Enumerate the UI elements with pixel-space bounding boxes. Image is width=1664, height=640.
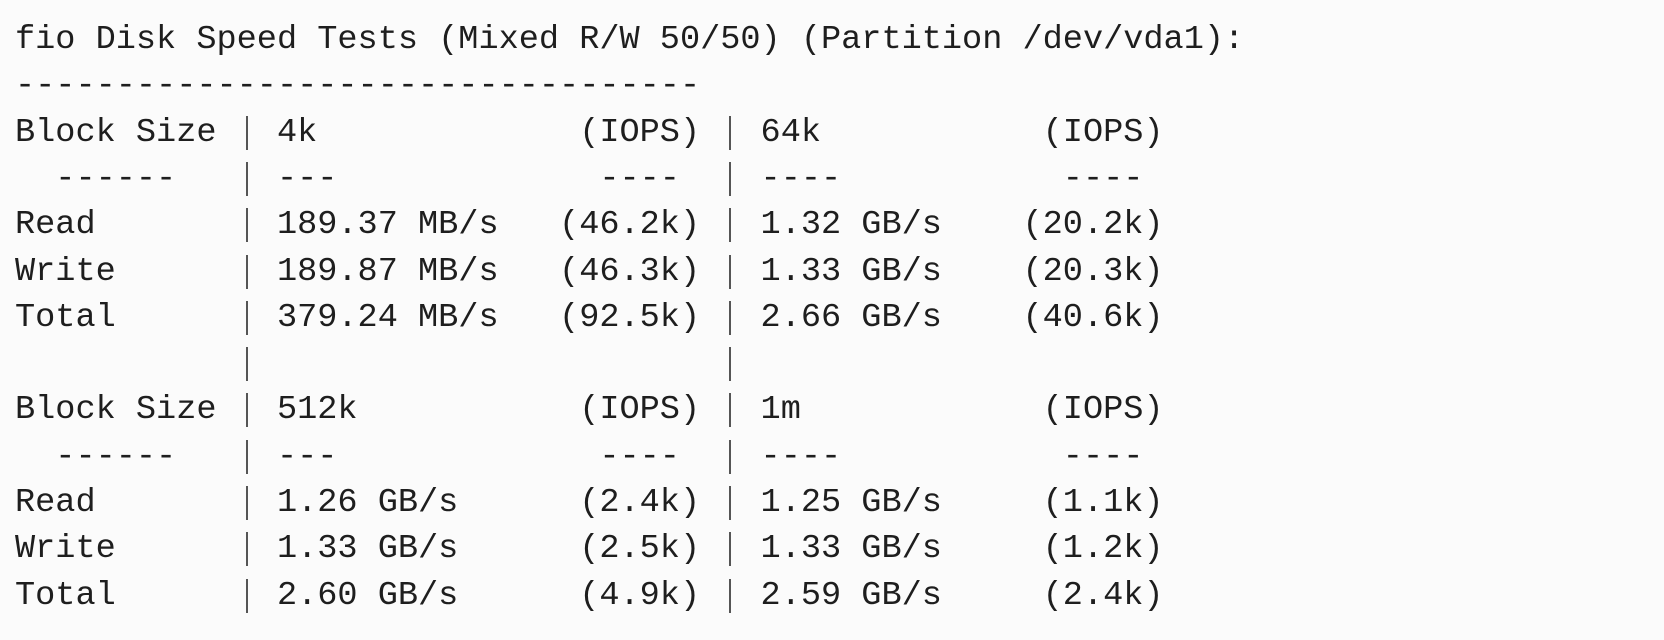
- iops: (46.3k): [559, 252, 701, 291]
- header-underline: ---: [276, 159, 338, 198]
- iops: (1.1k): [1042, 484, 1164, 522]
- header-cell: 512k: [276, 391, 358, 430]
- header-label: Block Size: [15, 391, 217, 430]
- iops: (20.3k): [1022, 252, 1164, 291]
- iops: (1.2k): [1042, 530, 1164, 569]
- title: fio Disk Speed Tests (Mixed R/W 50/50) (…: [15, 21, 1245, 59]
- row-label: Total: [15, 298, 116, 337]
- row-label: Read: [15, 206, 96, 245]
- throughput: 2.66 GB/s: [760, 298, 942, 337]
- column-divider: [729, 439, 732, 474]
- column-divider: [729, 532, 732, 567]
- throughput: 189.87 MB/s: [276, 252, 499, 291]
- column-divider: [729, 300, 732, 335]
- iops: (92.5k): [559, 298, 701, 337]
- throughput: 2.60 GB/s: [276, 576, 459, 615]
- column-divider: [729, 115, 732, 150]
- column-divider: [729, 208, 732, 243]
- iops: (40.6k): [1022, 298, 1164, 337]
- header-underline: ----: [760, 437, 842, 476]
- throughput: 1.26 GB/s: [276, 484, 459, 522]
- throughput: 2.59 GB/s: [760, 576, 942, 615]
- iops: (20.2k): [1022, 206, 1164, 245]
- row-label: Total: [15, 576, 116, 615]
- iops: (4.9k): [579, 576, 701, 615]
- header-cell: 1m: [760, 391, 801, 430]
- header-cell: (IOPS): [1042, 391, 1164, 430]
- iops: (2.4k): [579, 484, 701, 522]
- column-divider: [245, 208, 248, 243]
- header-cell: (IOPS): [1042, 113, 1164, 152]
- column-divider: [729, 393, 732, 428]
- column-divider: [729, 254, 732, 289]
- header-cell: 4k: [276, 113, 318, 152]
- row-label: Write: [15, 530, 116, 569]
- header-underline: ----: [1062, 437, 1144, 476]
- header-cell: 64k: [760, 113, 821, 152]
- throughput: 1.32 GB/s: [760, 206, 942, 245]
- column-divider: [729, 161, 732, 196]
- header-underline: ---: [276, 437, 338, 476]
- column-divider: [245, 486, 248, 520]
- throughput: 189.37 MB/s: [276, 206, 499, 245]
- header-underline: ------: [55, 437, 177, 476]
- iops: (2.5k): [579, 530, 701, 569]
- column-divider: [245, 393, 248, 428]
- header-underline: ----: [599, 159, 680, 198]
- header-underline: ----: [1062, 159, 1144, 198]
- header-underline: ----: [760, 159, 842, 198]
- header-cell: (IOPS): [579, 113, 701, 152]
- row-label: Write: [15, 252, 116, 291]
- column-divider: [245, 300, 248, 335]
- column-divider: [245, 532, 248, 567]
- throughput: 1.25 GB/s: [760, 484, 942, 522]
- throughput: 1.33 GB/s: [760, 530, 942, 569]
- throughput: 379.24 MB/s: [276, 298, 499, 337]
- column-divider: [245, 161, 248, 196]
- separator: ----------------------------------: [15, 67, 701, 106]
- column-divider: [245, 254, 248, 289]
- column-divider: [729, 486, 732, 520]
- iops: (46.2k): [559, 206, 701, 245]
- column-divider: [245, 578, 248, 613]
- column-divider: [245, 115, 248, 150]
- iops: (2.4k): [1042, 576, 1164, 615]
- column-divider: [245, 439, 248, 474]
- column-divider: [729, 347, 732, 382]
- header-label: Block Size: [15, 113, 217, 152]
- column-divider: [245, 347, 248, 382]
- throughput: 1.33 GB/s: [760, 252, 942, 291]
- header-underline: ----: [599, 437, 680, 476]
- header-cell: (IOPS): [579, 391, 701, 430]
- throughput: 1.33 GB/s: [276, 530, 459, 569]
- row-label: Read: [15, 484, 96, 522]
- column-divider: [729, 578, 732, 613]
- header-underline: ------: [55, 159, 177, 198]
